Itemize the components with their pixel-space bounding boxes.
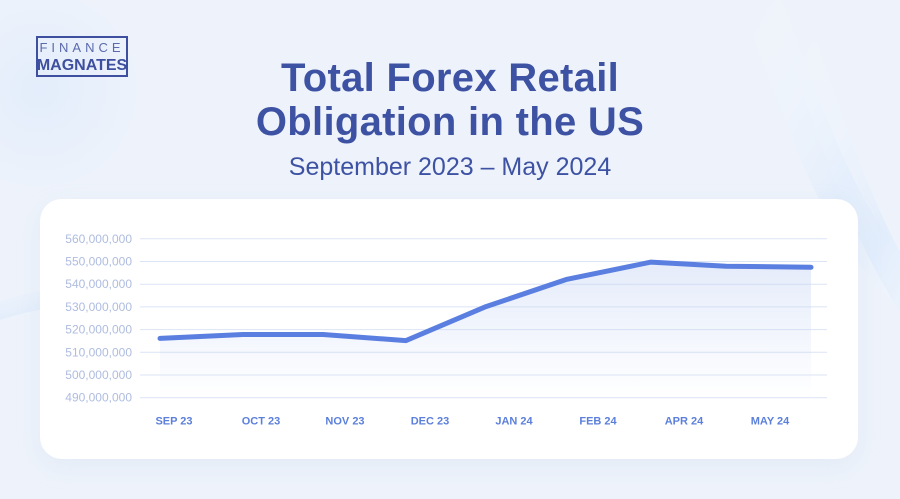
svg-text:FEB 24: FEB 24	[579, 416, 617, 428]
svg-text:510,000,000: 510,000,000	[65, 345, 132, 359]
svg-text:DEC 23: DEC 23	[411, 416, 450, 428]
svg-text:JAN 24: JAN 24	[495, 416, 533, 428]
svg-text:540,000,000: 540,000,000	[65, 277, 132, 291]
svg-text:550,000,000: 550,000,000	[65, 255, 132, 269]
svg-text:OCT 23: OCT 23	[242, 416, 281, 428]
svg-text:520,000,000: 520,000,000	[65, 323, 132, 337]
svg-text:560,000,000: 560,000,000	[65, 232, 132, 246]
svg-text:490,000,000: 490,000,000	[65, 391, 132, 405]
svg-text:NOV 23: NOV 23	[325, 416, 364, 428]
svg-text:MAY 24: MAY 24	[751, 416, 790, 428]
svg-text:SEP 23: SEP 23	[155, 416, 192, 428]
svg-text:530,000,000: 530,000,000	[65, 300, 132, 314]
svg-text:500,000,000: 500,000,000	[65, 368, 132, 382]
svg-text:APR 24: APR 24	[665, 416, 704, 428]
